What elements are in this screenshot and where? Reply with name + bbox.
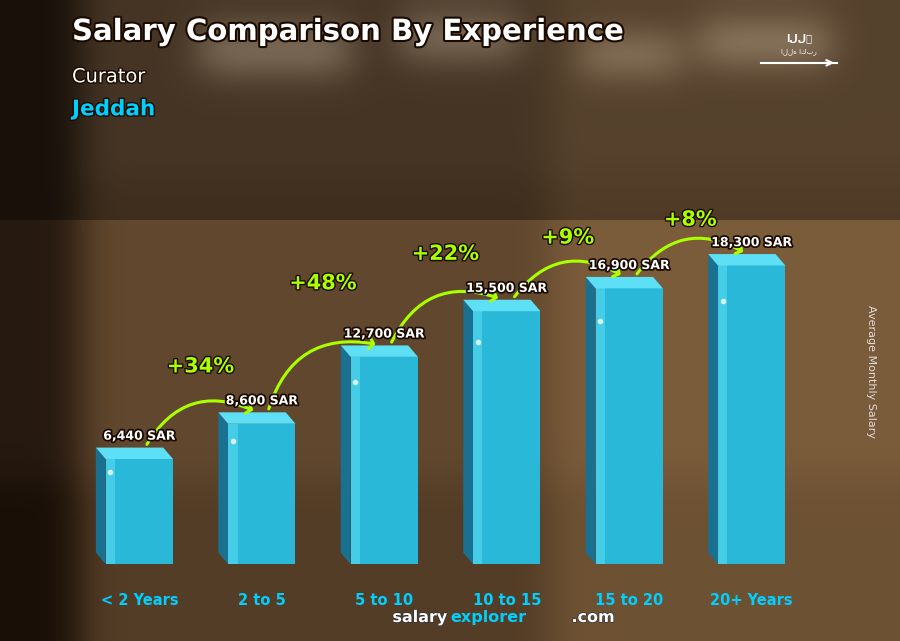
Text: 20+ Years: 20+ Years [710,594,793,608]
Polygon shape [586,277,663,288]
Bar [228,424,295,564]
Text: < 2 Years: < 2 Years [101,594,178,608]
Polygon shape [219,412,228,564]
Polygon shape [464,300,540,311]
Polygon shape [219,412,295,424]
Bar [473,311,540,564]
Polygon shape [341,345,418,357]
Bar [351,357,360,564]
Text: Average Monthly Salary: Average Monthly Salary [866,305,877,438]
Text: Salary Comparison By Experience: Salary Comparison By Experience [72,18,623,46]
Text: Jeddah: Jeddah [72,99,155,119]
Bar [473,311,482,564]
Text: Curator: Curator [72,67,146,87]
Text: +8%: +8% [664,210,717,229]
Polygon shape [96,447,173,459]
Bar [105,459,115,564]
Bar [596,288,605,564]
Text: 18,300 SAR: 18,300 SAR [711,236,792,249]
Text: salary: salary [392,610,447,625]
Polygon shape [708,254,786,265]
Text: اللہ: اللہ [787,33,812,44]
Text: 12,700 SAR: 12,700 SAR [344,328,425,340]
Bar [596,288,663,564]
Text: +22%: +22% [411,244,479,264]
Polygon shape [708,254,718,564]
Text: +48%: +48% [289,273,356,293]
Polygon shape [96,447,105,564]
Text: 15,500 SAR: 15,500 SAR [466,282,547,295]
Text: 6,440 SAR: 6,440 SAR [104,429,176,443]
Text: 15 to 20: 15 to 20 [595,594,663,608]
Text: 5 to 10: 5 to 10 [356,594,413,608]
Bar [718,265,786,564]
Text: +9%: +9% [542,228,595,247]
Text: explorer: explorer [450,610,526,625]
Text: 16,900 SAR: 16,900 SAR [589,259,670,272]
Text: الله اكبر: الله اكبر [781,48,817,54]
Polygon shape [586,277,596,564]
Polygon shape [464,300,473,564]
Text: .com: .com [572,610,615,625]
Text: 10 to 15: 10 to 15 [472,594,541,608]
Polygon shape [341,345,351,564]
Text: 8,600 SAR: 8,600 SAR [226,394,298,408]
Bar [718,265,727,564]
Text: 2 to 5: 2 to 5 [238,594,285,608]
Text: +34%: +34% [166,356,234,376]
Bar [105,459,173,564]
Bar [351,357,418,564]
Bar [228,424,238,564]
